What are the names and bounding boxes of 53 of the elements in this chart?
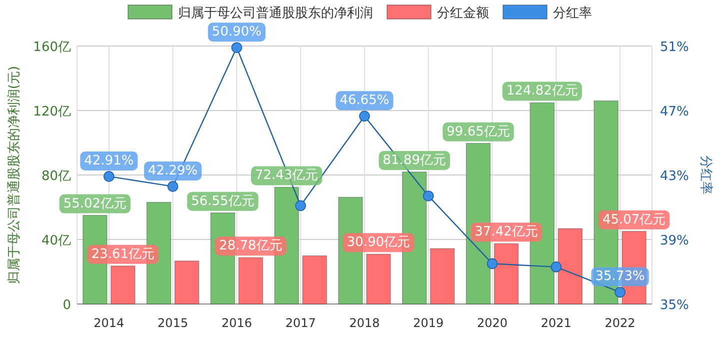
data-label: 99.65亿元: [446, 124, 510, 140]
x-tick-label: 2018: [349, 316, 380, 330]
y2-axis-title: 分红率: [698, 156, 714, 194]
data-label: 124.82亿元: [506, 84, 578, 99]
data-label: 72.43亿元: [255, 168, 318, 184]
data-label: 37.42亿元: [474, 224, 538, 240]
x-tick-label: 2019: [413, 316, 444, 330]
y-tick-label: 120亿: [33, 104, 71, 120]
data-label: 46.65%: [340, 93, 390, 108]
point: [550, 262, 562, 272]
data-label: 30.90亿元: [346, 235, 410, 250]
y2-tick-label: 39%: [660, 234, 689, 248]
data-label: 23.61亿元: [91, 246, 155, 262]
y-tick-label: 80亿: [41, 169, 71, 184]
data-label: 42.29%: [148, 163, 198, 178]
point: [486, 258, 498, 270]
legend-label: 分红金额: [437, 6, 489, 21]
x-tick-label: 2021: [540, 316, 572, 330]
data-label: 50.90%: [212, 24, 262, 40]
data-label: 35.73%: [595, 269, 645, 284]
data-label: 28.78亿元: [219, 238, 282, 254]
bar: [302, 255, 327, 304]
bar: [430, 248, 455, 304]
y2-tick-label: 51%: [660, 40, 689, 55]
bar: [558, 228, 582, 304]
data-label: 45.07亿元: [602, 212, 666, 228]
y2-tick-label: 35%: [660, 298, 689, 313]
data-label: 42.91%: [84, 153, 134, 168]
x-tick-label: 2017: [285, 316, 316, 330]
bar: [174, 260, 200, 304]
point: [231, 42, 242, 54]
x-tick-label: 2015: [158, 316, 188, 330]
legend-label: 归属于母公司普通股股东的净利润: [178, 5, 373, 21]
y-tick-label: 0: [62, 298, 71, 313]
point: [359, 110, 370, 122]
y2-tick-label: 47%: [660, 104, 689, 120]
point: [614, 286, 626, 298]
x-tick-label: 2016: [221, 316, 252, 330]
y-tick-label: 40亿: [41, 234, 71, 248]
data-label: 55.02亿元: [63, 196, 127, 212]
point: [104, 171, 114, 182]
y-axis-title: 归属于母公司普通股股东的净利润(元): [6, 66, 22, 284]
y-tick-label: 160亿: [33, 40, 71, 55]
x-tick-label: 2020: [477, 316, 508, 330]
data-label: 81.89亿元: [382, 152, 446, 168]
x-tick-label: 2022: [604, 316, 636, 330]
legend-label: 分红率: [553, 5, 592, 21]
x-tick-label: 2014: [94, 316, 124, 330]
data-label: 56.55亿元: [191, 194, 254, 209]
y2-tick-label: 43%: [660, 169, 689, 184]
point: [422, 190, 434, 202]
point: [167, 181, 178, 192]
point: [295, 200, 306, 212]
